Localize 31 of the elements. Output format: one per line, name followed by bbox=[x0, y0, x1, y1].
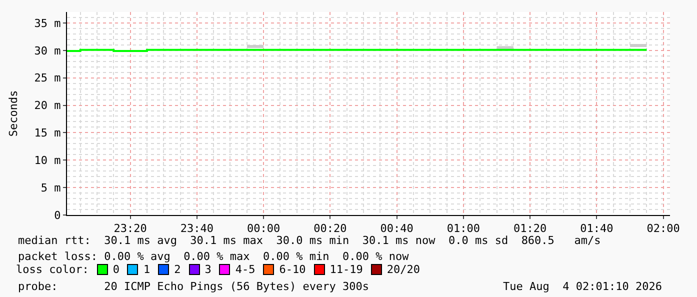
legend-label: 6-10 bbox=[279, 263, 306, 276]
y-tick-label: 5 m bbox=[40, 181, 62, 194]
x-tick-label: 01:40 bbox=[580, 222, 614, 236]
y-tick-label: 0 bbox=[54, 208, 61, 222]
x-tick-label: 23:40 bbox=[180, 222, 214, 236]
y-axis-title: Seconds bbox=[6, 90, 20, 137]
legend-label: 2 bbox=[174, 263, 181, 276]
legend-label: 11-19 bbox=[330, 263, 363, 276]
y-tick-label: 15 m bbox=[34, 126, 62, 140]
legend-label: 3 bbox=[204, 263, 212, 276]
y-tick-label: 35 m bbox=[34, 16, 62, 30]
x-tick-label: 00:00 bbox=[246, 222, 280, 236]
x-tick-label: 00:40 bbox=[380, 222, 414, 236]
legend-title: loss color: bbox=[16, 263, 89, 276]
y-tick-label: 30 m bbox=[34, 44, 62, 58]
y-tick-label: 25 m bbox=[34, 72, 62, 85]
x-tick-label: 01:00 bbox=[446, 222, 480, 236]
text: packet loss: 0.00 % avg 0.00 % max 0.00 % min 0.00 % now bbox=[18, 250, 410, 263]
legend-label: 1 bbox=[143, 263, 150, 276]
text: Tue Aug 4 02:01:10 2026 bbox=[503, 280, 662, 293]
x-tick-label: 23:20 bbox=[114, 222, 147, 236]
legend-label: 4-5 bbox=[235, 263, 256, 276]
text: probe: 20 ICMP Echo Pings (56 Bytes) every 300s bbox=[18, 280, 369, 293]
y-tick-label: 20 m bbox=[34, 99, 62, 112]
x-tick-label: 00:20 bbox=[314, 222, 347, 236]
text: median rtt: 30.1 ms avg 30.1 ms max 30.0 ms min 30.1 ms now 0.0 ms sd 860.5 am/s bbox=[18, 234, 601, 247]
legend-label: 20/20 bbox=[386, 263, 420, 276]
y-tick-label: 10 m bbox=[34, 154, 62, 167]
x-tick-label: 02:00 bbox=[646, 222, 680, 236]
x-tick-label: 01:20 bbox=[514, 222, 547, 236]
legend-label: 0 bbox=[112, 263, 120, 276]
